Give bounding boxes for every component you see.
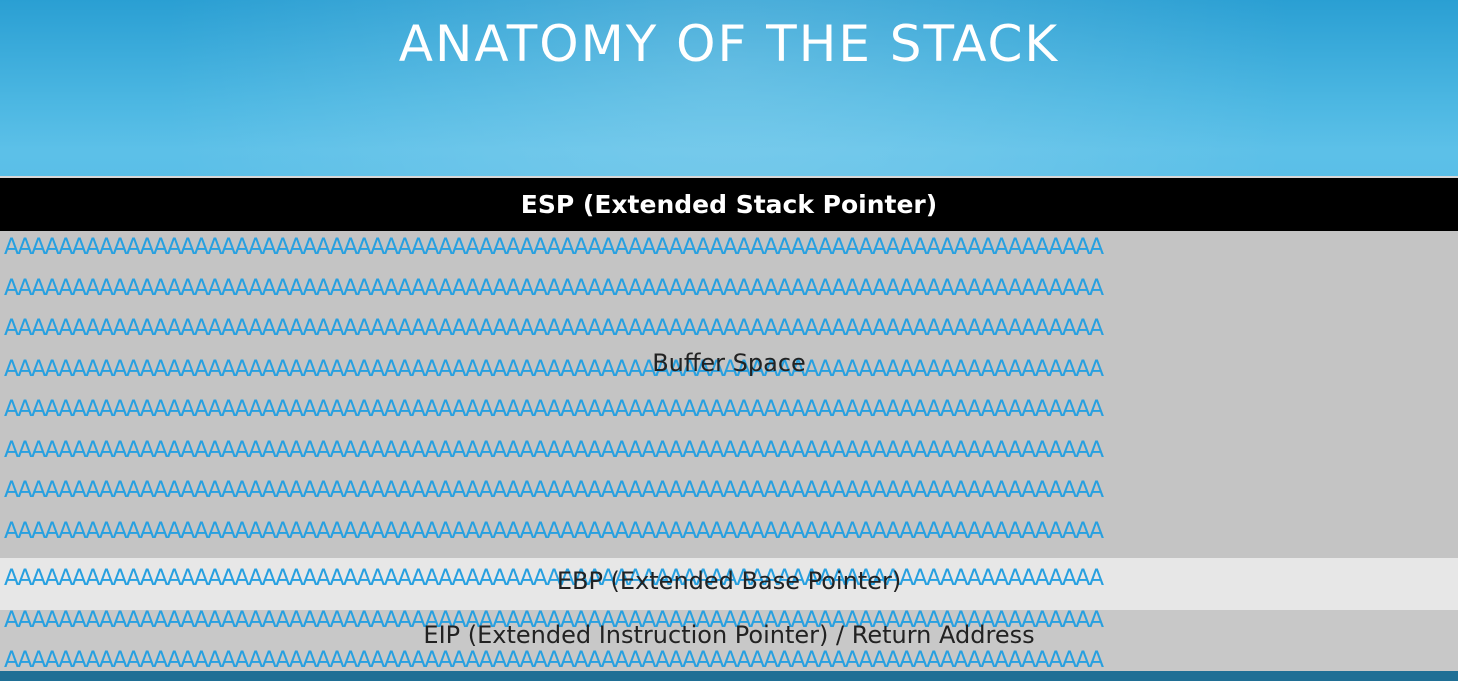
eip-fill: AAAAAAAAAAAAAAAAAAAAAAAAAAAAAAAAAAAAAAAA… — [0, 610, 1458, 672]
fill-row: AAAAAAAAAAAAAAAAAAAAAAAAAAAAAAAAAAAAAAAA… — [4, 518, 1104, 544]
buffer-space-label: Buffer Space — [652, 349, 806, 377]
ebp-label: EBP (Extended Base Pointer) — [556, 567, 902, 595]
buffer-space-region: AAAAAAAAAAAAAAAAAAAAAAAAAAAAAAAAAAAAAAAA… — [0, 231, 1458, 558]
stack-diagram: ESP (Extended Stack Pointer) AAAAAAAAAAA… — [0, 176, 1458, 672]
fill-row: AAAAAAAAAAAAAAAAAAAAAAAAAAAAAAAAAAAAAAAA… — [4, 356, 1104, 382]
fill-row: AAAAAAAAAAAAAAAAAAAAAAAAAAAAAAAAAAAAAAAA… — [4, 566, 1104, 591]
buffer-fill: AAAAAAAAAAAAAAAAAAAAAAAAAAAAAAAAAAAAAAAA… — [0, 231, 1458, 558]
fill-row: AAAAAAAAAAAAAAAAAAAAAAAAAAAAAAAAAAAAAAAA… — [4, 648, 1104, 672]
bottom-bar — [0, 671, 1458, 681]
fill-row: AAAAAAAAAAAAAAAAAAAAAAAAAAAAAAAAAAAAAAAA… — [4, 316, 1104, 341]
slide-title: ANATOMY OF THE STACK — [398, 15, 1060, 73]
fill-row: AAAAAAAAAAAAAAAAAAAAAAAAAAAAAAAAAAAAAAAA… — [4, 397, 1104, 422]
esp-bar: ESP (Extended Stack Pointer) — [0, 176, 1458, 231]
ebp-region: AAAAAAAAAAAAAAAAAAAAAAAAAAAAAAAAAAAAAAAA… — [0, 558, 1458, 610]
fill-row: AAAAAAAAAAAAAAAAAAAAAAAAAAAAAAAAAAAAAAAA… — [4, 437, 1104, 463]
ebp-fill: AAAAAAAAAAAAAAAAAAAAAAAAAAAAAAAAAAAAAAAA… — [0, 558, 1458, 610]
fill-row: AAAAAAAAAAAAAAAAAAAAAAAAAAAAAAAAAAAAAAAA… — [4, 275, 1104, 301]
fill-row: AAAAAAAAAAAAAAAAAAAAAAAAAAAAAAAAAAAAAAAA… — [4, 235, 1104, 260]
eip-region: AAAAAAAAAAAAAAAAAAAAAAAAAAAAAAAAAAAAAAAA… — [0, 610, 1458, 672]
eip-label: EIP (Extended Instruction Pointer) / Ret… — [423, 621, 1035, 649]
esp-label: ESP (Extended Stack Pointer) — [520, 190, 938, 219]
fill-row: AAAAAAAAAAAAAAAAAAAAAAAAAAAAAAAAAAAAAAAA… — [4, 478, 1104, 503]
fill-row: AAAAAAAAAAAAAAAAAAAAAAAAAAAAAAAAAAAAAAAA… — [4, 610, 1104, 633]
